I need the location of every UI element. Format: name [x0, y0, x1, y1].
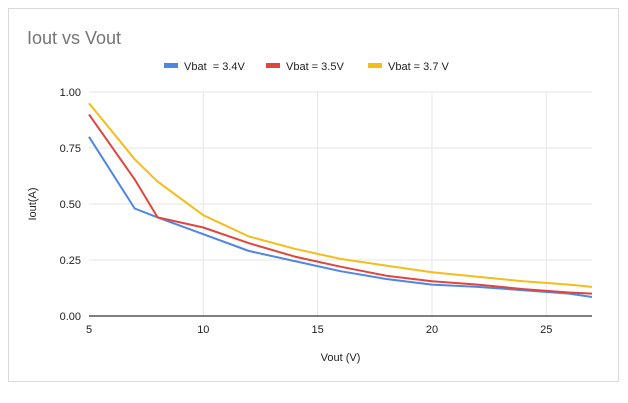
legend-swatch [164, 63, 178, 68]
y-tick-label: 1.00 [60, 87, 81, 99]
x-tick-label: 5 [86, 324, 92, 336]
chart-title: Iout vs Vout [27, 28, 122, 48]
series-lines [88, 102, 593, 298]
y-tick-label: 0.25 [60, 255, 81, 267]
legend-label: Vbat = 3.7 V [388, 61, 450, 73]
y-tick-label: 0.75 [60, 143, 81, 155]
x-tick-label: 15 [312, 324, 324, 336]
series-line-2 [88, 113, 593, 295]
legend: Vbat = 3.4V Vbat = 3.5V Vbat = 3.7 V [164, 61, 450, 73]
legend-swatch [266, 63, 280, 68]
x-axis-title: Vout (V) [321, 352, 361, 364]
y-tick-label: 0.00 [60, 311, 81, 323]
series-line-1 [88, 136, 593, 298]
series-line-3 [88, 102, 593, 288]
chart-frame [8, 8, 619, 382]
gridlines [89, 91, 592, 316]
legend-label: Vbat = 3.4V [184, 61, 246, 73]
legend-label: Vbat = 3.5V [286, 61, 344, 73]
y-tick-label: 0.50 [60, 199, 81, 211]
x-tick-label: 25 [540, 324, 552, 336]
x-tick-label: 10 [197, 324, 209, 336]
x-tick-labels: 5 10 15 20 25 [86, 324, 552, 336]
y-axis-title: Iout(A) [27, 187, 39, 220]
x-tick-label: 20 [426, 324, 438, 336]
legend-swatch [368, 63, 382, 68]
y-tick-labels: 0.00 0.25 0.50 0.75 1.00 [60, 87, 81, 323]
